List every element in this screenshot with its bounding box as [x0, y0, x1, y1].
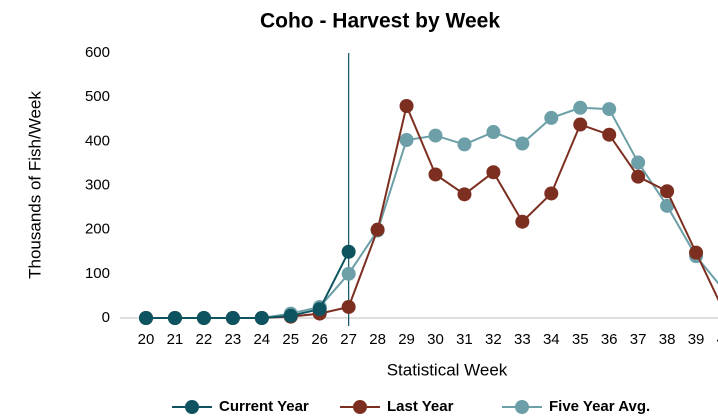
x-tick-label: 25: [282, 331, 299, 348]
x-tick-label: 23: [225, 331, 242, 348]
y-tick-label: 100: [85, 265, 110, 282]
point: [602, 102, 617, 117]
point: [428, 128, 443, 143]
x-tick-label: 28: [369, 331, 386, 348]
point: [399, 133, 414, 148]
point: [602, 127, 617, 142]
y-axis-title: Thousands of Fish/Week: [25, 91, 44, 279]
point: [139, 311, 153, 325]
point: [486, 165, 501, 180]
x-tick-label: 20: [138, 331, 155, 348]
x-tick-label: 37: [630, 331, 647, 348]
point: [631, 169, 646, 184]
y-tick-label: 600: [85, 44, 110, 61]
point: [341, 299, 356, 314]
point: [167, 311, 182, 325]
point: [196, 311, 211, 325]
legend-marker: [185, 400, 199, 414]
x-tick-label: 32: [485, 331, 502, 348]
y-tick-label: 200: [85, 221, 110, 238]
x-tick-label: 24: [253, 331, 270, 348]
x-tick-label: 38: [659, 331, 676, 348]
y-tick-label: 0: [102, 309, 110, 326]
point: [225, 311, 240, 325]
point: [254, 311, 269, 325]
x-axis-title: Statistical Week: [387, 360, 508, 379]
legend-label: Current Year: [219, 398, 309, 415]
point: [689, 245, 704, 260]
x-tick-label: 34: [543, 331, 560, 348]
x-tick-label: 29: [398, 331, 415, 348]
legend-label: Last Year: [387, 398, 454, 415]
legend-label: Five Year Avg.: [549, 398, 650, 415]
x-tick-label: 22: [196, 331, 213, 348]
point: [341, 266, 356, 281]
point: [457, 137, 472, 152]
point: [660, 198, 675, 213]
x-tick-label: 27: [340, 331, 357, 348]
y-tick-label: 400: [85, 132, 110, 149]
x-tick-label: 39: [688, 331, 705, 348]
chart-title: Coho - Harvest by Week: [260, 10, 500, 33]
point: [515, 214, 530, 229]
point: [399, 99, 414, 113]
point: [370, 222, 385, 237]
legend-item: Current Year: [172, 398, 309, 415]
x-tick-label: 30: [427, 331, 444, 348]
point: [544, 186, 559, 201]
point: [573, 117, 588, 132]
x-tick-label: 36: [601, 331, 618, 348]
point: [515, 136, 530, 151]
legend-marker: [515, 400, 529, 414]
point: [486, 125, 501, 140]
point: [544, 110, 559, 125]
legend-marker: [353, 400, 367, 414]
point: [573, 100, 588, 115]
x-tick-label: 40: [717, 331, 718, 348]
point: [341, 244, 356, 259]
y-tick-label: 500: [85, 88, 110, 105]
x-tick-label: 31: [456, 331, 473, 348]
point: [457, 187, 472, 202]
point: [283, 308, 298, 323]
x-tick-label: 35: [572, 331, 589, 348]
x-tick-label: 33: [514, 331, 531, 348]
point: [660, 184, 675, 199]
y-tick-label: 300: [85, 176, 110, 193]
x-tick-label: 21: [167, 331, 184, 348]
legend-item: Last Year: [340, 398, 454, 415]
x-tick-label: 26: [311, 331, 328, 348]
point: [312, 302, 327, 317]
point: [428, 167, 443, 182]
point: [631, 155, 646, 170]
legend-item: Five Year Avg.: [502, 398, 650, 415]
